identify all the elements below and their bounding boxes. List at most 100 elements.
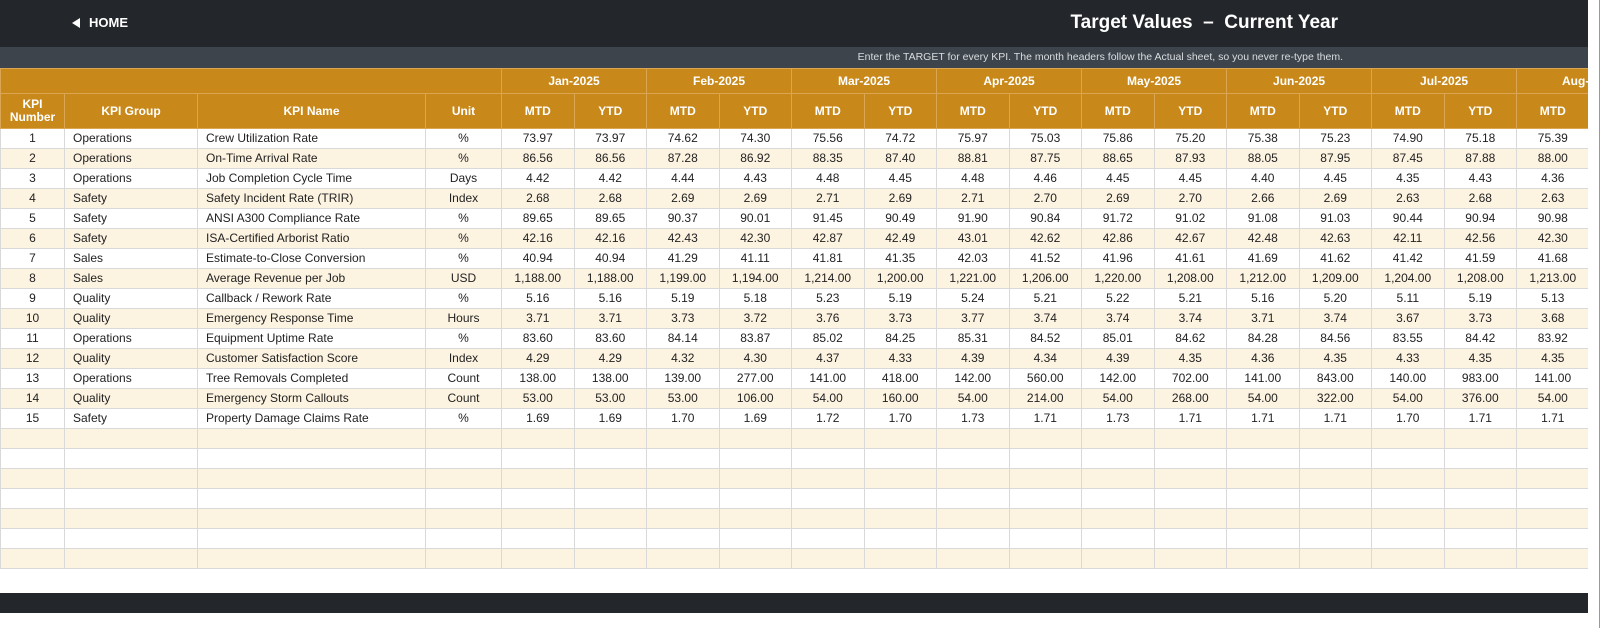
value-cell: 5.13 xyxy=(1516,288,1588,309)
home-label[interactable]: HOME xyxy=(89,15,128,30)
value-cell: 73.97 xyxy=(501,128,575,149)
value-cell: 75.18 xyxy=(1443,128,1518,149)
value-cell: 4.36 xyxy=(1516,168,1588,189)
value-cell: 1,220.00 xyxy=(1081,268,1155,289)
empty-cell xyxy=(0,508,65,529)
value-cell: 75.03 xyxy=(1008,128,1083,149)
value-cell: 1.71 xyxy=(1226,408,1300,429)
value-cell: 42.16 xyxy=(573,228,647,249)
kpi-cell: 12 xyxy=(0,348,65,369)
value-cell: 5.11 xyxy=(1371,288,1445,309)
value-cell: 2.69 xyxy=(646,188,720,209)
value-cell: 140.00 xyxy=(1371,368,1445,389)
empty-cell xyxy=(1153,488,1228,509)
empty-cell xyxy=(718,468,792,489)
empty-cell xyxy=(936,548,1010,569)
empty-cell xyxy=(1371,428,1445,449)
value-cell: 5.19 xyxy=(1443,288,1518,309)
month-header: Apr-2025 xyxy=(935,68,1083,94)
value-cell: 2.70 xyxy=(1008,188,1083,209)
empty-cell xyxy=(936,448,1010,469)
column-header: KPI Name xyxy=(197,93,426,129)
month-header: Feb-2025 xyxy=(646,68,792,94)
empty-cell xyxy=(1008,528,1083,549)
empty-cell xyxy=(573,528,647,549)
empty-cell xyxy=(1008,548,1083,569)
empty-cell xyxy=(1226,488,1300,509)
kpi-cell: Safety xyxy=(64,188,198,209)
kpi-cell: Safety xyxy=(64,228,198,249)
value-cell: 4.43 xyxy=(1443,168,1518,189)
value-cell: 106.00 xyxy=(718,388,792,409)
empty-cell xyxy=(791,548,865,569)
empty-cell xyxy=(1516,428,1588,449)
empty-cell xyxy=(1443,508,1518,529)
value-cell: 4.35 xyxy=(1443,348,1518,369)
empty-cell xyxy=(936,528,1010,549)
empty-cell xyxy=(936,468,1010,489)
sub-header: MTD xyxy=(936,93,1010,129)
value-cell: 54.00 xyxy=(1371,388,1445,409)
value-cell: 4.48 xyxy=(791,168,865,189)
data-row: 9 Quality Callback / Rework Rate% 5.16 5.16 5… xyxy=(0,288,1588,309)
value-cell: 1.69 xyxy=(573,408,647,429)
value-cell: 90.49 xyxy=(863,208,937,229)
value-cell: 84.56 xyxy=(1298,328,1373,349)
value-cell: 4.35 xyxy=(1371,168,1445,189)
value-cell: 5.16 xyxy=(573,288,647,309)
empty-cell xyxy=(646,428,720,449)
value-cell: 4.35 xyxy=(1298,348,1373,369)
empty-cell xyxy=(1516,548,1588,569)
empty-cell xyxy=(718,508,792,529)
value-cell: 42.62 xyxy=(1008,228,1083,249)
empty-row xyxy=(0,468,1588,489)
value-cell: 84.25 xyxy=(863,328,937,349)
empty-cell xyxy=(1443,448,1518,469)
empty-cell xyxy=(1298,508,1373,529)
value-cell: 4.33 xyxy=(1371,348,1445,369)
data-row: 3 Operations Job Completion Cycle Time Days… xyxy=(0,168,1588,189)
data-row: 11 Operations Equipment Uptime Rate% 83.60 8… xyxy=(0,328,1588,349)
empty-cell xyxy=(0,548,65,569)
empty-cell xyxy=(1226,528,1300,549)
empty-cell xyxy=(197,448,426,469)
kpi-cell: 5 xyxy=(0,208,65,229)
value-cell: 42.16 xyxy=(501,228,575,249)
column-header: KPI Group xyxy=(64,93,198,129)
empty-cell xyxy=(1081,508,1155,529)
value-cell: 53.00 xyxy=(646,388,720,409)
empty-cell xyxy=(646,468,720,489)
empty-row xyxy=(0,508,1588,529)
value-cell: 3.71 xyxy=(501,308,575,329)
value-cell: 3.74 xyxy=(1153,308,1228,329)
value-cell: 376.00 xyxy=(1443,388,1518,409)
value-cell: 4.32 xyxy=(646,348,720,369)
empty-cell xyxy=(425,508,502,529)
kpi-cell: Safety xyxy=(64,408,198,429)
value-cell: 4.45 xyxy=(1298,168,1373,189)
kpi-cell: Estimate-to-Close Conversion xyxy=(197,248,426,269)
value-cell: 4.35 xyxy=(1153,348,1228,369)
value-cell: 88.65 xyxy=(1081,148,1155,169)
value-cell: 268.00 xyxy=(1153,388,1228,409)
value-cell: 84.62 xyxy=(1153,328,1228,349)
empty-cell xyxy=(501,428,575,449)
home-button[interactable]: HOME xyxy=(72,15,128,30)
value-cell: 1.69 xyxy=(718,408,792,429)
value-cell: 2.63 xyxy=(1371,188,1445,209)
kpi-cell: Crew Utilization Rate xyxy=(197,128,426,149)
kpi-cell: Operations xyxy=(64,368,198,389)
kpi-cell: % xyxy=(425,288,502,309)
value-cell: 85.01 xyxy=(1081,328,1155,349)
kpi-cell: Sales xyxy=(64,268,198,289)
empty-cell xyxy=(1153,528,1228,549)
empty-cell xyxy=(1371,528,1445,549)
empty-cell xyxy=(64,548,198,569)
value-cell: 3.76 xyxy=(791,308,865,329)
data-row: 7 Sales Estimate-to-Close Conversion% 40.94… xyxy=(0,248,1588,269)
month-header: Aug-2025 xyxy=(1516,68,1588,94)
value-cell: 3.71 xyxy=(1226,308,1300,329)
value-cell: 2.69 xyxy=(863,188,937,209)
kpi-cell: 11 xyxy=(0,328,65,349)
sub-header: MTD xyxy=(1226,93,1300,129)
